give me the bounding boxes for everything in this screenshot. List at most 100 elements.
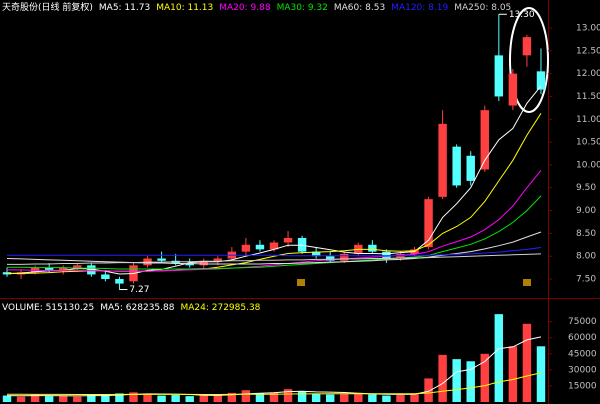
volume-bar	[283, 389, 293, 402]
y-tick-label: 30000	[568, 365, 597, 375]
event-icon	[297, 279, 305, 286]
candle-body	[452, 146, 461, 186]
volume-bar	[16, 396, 26, 402]
y-tick-label: 7.50	[576, 275, 596, 285]
volume-bar	[87, 395, 96, 402]
volume-bar	[311, 393, 321, 402]
volume-bar	[241, 390, 251, 402]
volume-bar	[101, 394, 110, 402]
candle-body	[157, 258, 166, 261]
volume-bar	[2, 395, 12, 402]
y-tick-label: 13.00	[576, 23, 600, 33]
volume-bar	[508, 346, 518, 402]
candle-body	[255, 244, 265, 250]
candle-body	[382, 251, 391, 259]
annotation: 13.30	[509, 10, 535, 20]
candle-body	[340, 253, 349, 261]
candle-body	[87, 265, 96, 275]
highlight-circle	[509, 7, 549, 113]
volume-bar	[213, 394, 223, 402]
y-tick-label: 11.50	[576, 92, 600, 102]
volume-bar	[480, 353, 489, 402]
volume-bar	[522, 323, 532, 402]
y-tick-label: 11.00	[576, 115, 600, 125]
ma-line	[7, 247, 542, 257]
volume-bar	[143, 393, 152, 402]
y-tick-label: 12.50	[576, 46, 600, 56]
volume-bar	[396, 395, 405, 402]
volume-bar	[115, 393, 124, 402]
ma-line	[7, 195, 542, 270]
y-tick-label: 9.50	[576, 183, 596, 193]
legend-entry: MA20: 9.88	[219, 3, 271, 13]
candle-body	[466, 155, 475, 181]
volume-bar	[536, 346, 546, 402]
volume-bar	[269, 392, 279, 402]
y-tick-label: 10.50	[576, 138, 600, 148]
volume-bar	[30, 394, 40, 402]
candle-body	[522, 37, 532, 56]
event-icon	[523, 279, 531, 286]
y-tick-label: 75000	[568, 317, 597, 327]
volume-bar	[340, 393, 349, 402]
legend-entry: MA10: 11.13	[156, 3, 213, 13]
legend-entry: MA5: 628235.88	[100, 303, 174, 313]
header: 天奇股份(日线 前复权) MA5: 11.73 MA10: 11.13 MA20: 9…	[2, 1, 511, 13]
candle-body	[199, 260, 208, 266]
legend-entry: MA60: 8.53	[334, 3, 385, 13]
candle-body	[185, 263, 194, 266]
candle-body	[396, 253, 405, 259]
volume-bar	[185, 396, 194, 402]
volume-bar	[255, 393, 265, 402]
candle-body	[494, 55, 504, 97]
candle-body	[283, 237, 293, 243]
ma-line	[6, 85, 542, 275]
volume-bar	[452, 359, 461, 402]
legend-entry: MA30: 9.32	[277, 3, 328, 13]
candle-body	[44, 267, 54, 270]
volume-title: VOLUME: 515130.25	[2, 303, 94, 313]
ma-line	[7, 170, 542, 272]
y-tick-label: 15000	[568, 381, 597, 391]
volume-header: VOLUME: 515130.25 MA5: 628235.88 MA24: 272…	[2, 303, 261, 313]
legend-entry: MA24: 272985.38	[180, 303, 260, 313]
candle-body	[424, 199, 433, 248]
candle-body	[115, 279, 124, 284]
candle-body	[311, 251, 321, 257]
volume-bar	[424, 378, 433, 402]
volume-bar	[227, 392, 237, 402]
volume-bar	[410, 393, 419, 402]
y-tick-label: 45000	[568, 349, 597, 359]
legend-entry: MA120: 8.19	[391, 3, 448, 13]
y-tick-label: 9.00	[576, 206, 596, 216]
volume-bar	[325, 394, 335, 402]
volume-bar	[297, 391, 307, 402]
candle-body	[241, 244, 251, 252]
candle-body	[368, 244, 377, 252]
y-tick-label: 10.00	[576, 160, 600, 170]
candle-body	[269, 242, 279, 250]
candle-body	[101, 274, 110, 280]
candle-body	[213, 258, 223, 261]
y-tick-label: 8.50	[576, 229, 596, 239]
volume-ma-line	[7, 372, 542, 395]
candle-body	[438, 123, 447, 197]
volume-bar	[73, 396, 82, 402]
volume-bar	[59, 395, 68, 402]
volume-bar	[199, 395, 208, 402]
volume-bar	[438, 354, 447, 402]
volume-bar	[157, 395, 166, 402]
volume-bar	[354, 392, 363, 402]
legend-entry: MA5: 11.73	[99, 3, 150, 13]
candle-body	[59, 267, 68, 270]
volume-bar	[44, 396, 54, 402]
volume-bar	[382, 395, 391, 402]
volume-bar	[466, 361, 475, 402]
volume-bar	[129, 392, 138, 402]
y-tick-label: 12.00	[576, 69, 600, 79]
annotation: 7.27	[129, 285, 149, 295]
volume-bar	[171, 395, 180, 402]
volume-ma-line	[6, 336, 542, 397]
candle-body	[325, 256, 335, 261]
